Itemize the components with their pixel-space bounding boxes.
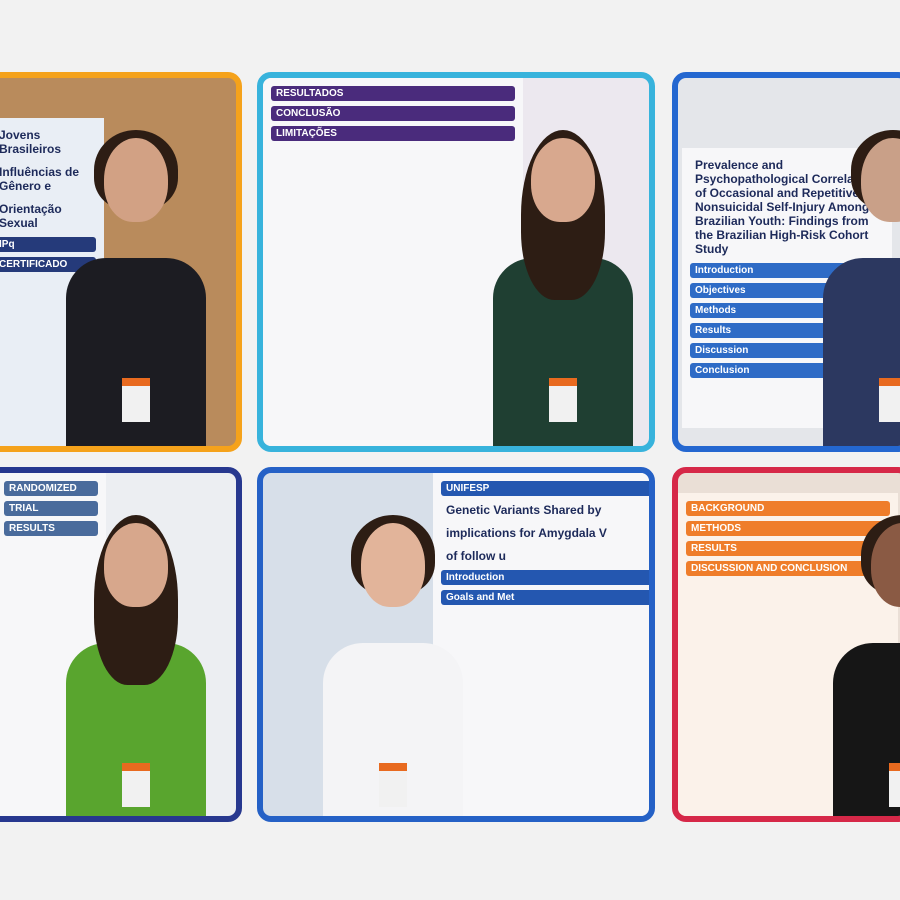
poster-text: IPq: [0, 237, 96, 252]
poster-text: Orientação Sexual: [0, 202, 62, 230]
poster-text: Genetic Variants Shared by: [446, 503, 602, 517]
photo-panel: Jovens Brasileiros Influências de Gênero …: [0, 72, 242, 452]
poster-text: Influências de Gênero e: [0, 165, 80, 193]
lanyard-badge: [879, 378, 900, 422]
poster-text: Goals and Met: [441, 590, 649, 605]
poster-text: implications for Amygdala V: [446, 526, 607, 540]
person-body: [66, 258, 206, 446]
poster-text: LIMITAÇÕES: [271, 126, 515, 141]
poster-text: METHODS: [686, 521, 890, 536]
photo-panel: BACKGROUND METHODS RESULTS DISCUSSION AND C…: [672, 467, 900, 822]
person-body: [823, 258, 900, 446]
photo-panel: Prevalence and Psychopathological Correl…: [672, 72, 900, 452]
photo-panel: RESULTADOS CONCLUSÃO LIMITAÇÕES: [257, 72, 655, 452]
poster-text: UNIFESP: [441, 481, 649, 496]
person-head: [104, 138, 168, 222]
lanyard-badge: [549, 378, 577, 422]
lanyard-badge: [889, 763, 900, 807]
poster: RESULTADOS CONCLUSÃO LIMITAÇÕES: [263, 78, 523, 446]
poster-text: DISCUSSION AND CONCLUSION: [686, 561, 890, 576]
photo-panel: UNIFESP Genetic Variants Shared by implica…: [257, 467, 655, 822]
poster-text: of follow u: [446, 549, 506, 563]
poster-text: BACKGROUND: [686, 501, 890, 516]
person-head: [531, 138, 595, 222]
person-body: [833, 643, 900, 816]
poster-text: Prevalence and Psychopathological Correl…: [695, 158, 872, 256]
poster-text: RESULTS: [4, 521, 98, 536]
poster: UNIFESP Genetic Variants Shared by implica…: [433, 473, 649, 816]
person-head: [361, 523, 425, 607]
photo-panel: RANDOMIZED TRIAL RESULTS: [0, 467, 242, 822]
poster-text: Jovens Brasileiros: [0, 128, 62, 156]
lanyard-badge: [379, 763, 407, 807]
poster-text: CERTIFICADO: [0, 257, 96, 272]
lanyard-badge: [122, 378, 150, 422]
poster-text: CONCLUSÃO: [271, 106, 515, 121]
poster-text: Introduction: [441, 570, 649, 585]
poster-text: RESULTADOS: [271, 86, 515, 101]
person-head: [861, 138, 900, 222]
person-head: [104, 523, 168, 607]
poster-text: RESULTS: [686, 541, 890, 556]
lanyard-badge: [122, 763, 150, 807]
poster-text: TRIAL: [4, 501, 98, 516]
poster-text: RANDOMIZED: [4, 481, 98, 496]
